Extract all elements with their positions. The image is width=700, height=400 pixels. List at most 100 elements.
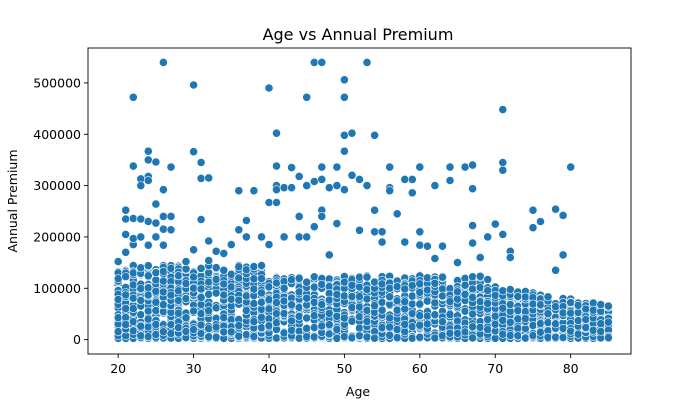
data-point [294,232,304,242]
data-point [573,300,583,310]
data-point [249,332,259,341]
data-point [392,333,402,343]
data-point [339,75,349,85]
data-point [422,241,432,251]
data-point [332,324,342,334]
data-point [468,272,477,282]
data-point [226,240,236,249]
data-point [370,205,379,215]
data-point [430,278,440,288]
data-point [279,283,289,293]
data-point [287,183,296,193]
data-point [189,325,198,335]
data-point [347,280,357,290]
data-point [309,58,319,67]
data-point [158,185,168,195]
data-point [581,323,591,332]
data-point [294,211,304,221]
data-point [241,291,251,301]
data-point [189,306,198,316]
data-point [407,291,417,301]
data-point [558,308,568,318]
data-point [475,322,485,332]
data-point [249,274,259,284]
data-point [498,158,508,167]
data-point [422,273,432,283]
data-point [158,240,168,250]
data-point [196,158,206,167]
data-point [377,323,387,333]
data-point [339,146,349,156]
data-point [505,317,515,327]
data-point [339,92,349,102]
data-point [264,304,274,314]
data-point [143,283,153,293]
data-point [407,174,417,184]
data-point [196,263,206,273]
data-point [498,229,508,239]
data-point [566,326,576,336]
data-point [309,332,319,342]
data-point [189,245,198,255]
data-point [536,327,545,337]
data-point [490,219,500,229]
x-tick-label: 20 [110,361,126,376]
data-point [272,128,281,138]
x-axis-ticks: 20 30 40 50 60 70 80 [110,354,579,376]
data-point [332,289,342,299]
data-point [505,285,515,294]
data-point [143,314,153,324]
data-point [241,216,251,225]
data-point [287,163,296,172]
data-point [604,317,613,327]
y-axis-label: Annual Premium [5,149,20,252]
data-point [422,319,432,329]
data-point [158,224,168,234]
data-point [272,161,281,171]
data-point [581,304,591,314]
data-point [279,328,289,338]
data-point [151,297,161,307]
data-point [136,331,146,341]
data-point [355,292,364,301]
data-point [347,316,357,326]
data-point [189,147,198,157]
data-point [136,310,146,320]
data-point [174,308,183,318]
data-point [136,263,146,273]
data-point [181,326,191,336]
data-point [596,319,606,329]
data-point [355,302,364,312]
data-point [166,320,176,329]
y-tick-label: 500000 [33,75,81,90]
data-point [272,198,281,207]
data-point [257,288,266,298]
data-point [385,313,395,323]
data-point [377,305,387,315]
data-point [272,298,281,307]
data-point [430,254,440,263]
data-point [226,294,236,304]
data-point [422,296,432,306]
data-point [400,174,410,184]
data-point [407,309,417,318]
data-point [204,289,214,299]
data-point [400,319,410,329]
y-axis-ticks: 0 100000 200000 300000 400000 500000 [33,75,88,347]
data-point [505,331,515,340]
data-point [257,274,266,283]
data-point [302,181,312,190]
data-point [128,214,138,223]
data-point [136,181,146,190]
data-point [483,314,493,324]
data-point [513,292,523,301]
data-point [234,225,244,235]
data-point [551,302,560,312]
data-point [588,305,598,315]
x-tick-label: 70 [487,361,503,376]
data-point [483,325,493,334]
data-point [181,264,191,274]
data-point [339,277,349,287]
data-point [362,181,372,190]
